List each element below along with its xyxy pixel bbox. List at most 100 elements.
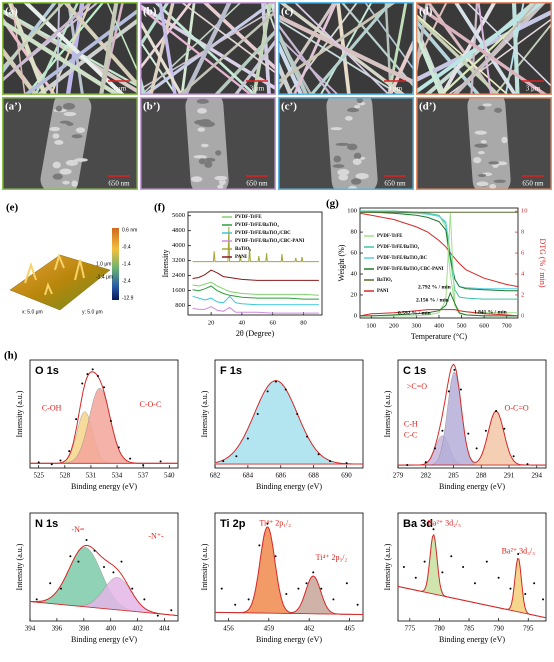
legend-label: PANI [235, 255, 247, 260]
fiber [35, 17, 138, 95]
fiber [416, 3, 549, 95]
annotation: -N⁺- [148, 532, 164, 541]
fiber-texture [52, 161, 61, 169]
afm-colorbar [112, 228, 119, 300]
fiber-texture [200, 143, 209, 148]
scale-label: 3 μm [112, 85, 127, 93]
series-line [192, 281, 319, 296]
fiber-texture [49, 126, 61, 132]
y-tick-label: 100 [347, 208, 357, 215]
x-tick-label: 790 [493, 625, 504, 633]
x-tick-label: 700 [502, 322, 512, 329]
data-point [305, 582, 308, 585]
fiber-texture [333, 155, 342, 163]
data-point [356, 603, 359, 606]
sem-border [2, 2, 138, 95]
x-tick-label: 600 [479, 322, 489, 329]
data-point [159, 460, 162, 463]
data-point [441, 571, 444, 574]
data-point [402, 566, 405, 568]
fiber [416, 29, 443, 95]
background-line [29, 601, 179, 616]
y-axis-label: Weight (%) [337, 244, 346, 281]
x-tick-label: 100 [366, 322, 376, 329]
y-tick-label: 3200 [172, 257, 185, 264]
data-point [317, 453, 320, 456]
fiber-texture [196, 98, 209, 104]
fiber-texture [214, 175, 228, 181]
fiber-texture [476, 181, 489, 187]
fiber-body [185, 97, 229, 190]
fiber [477, 2, 493, 95]
x-tick-label: 285 [448, 472, 459, 480]
fiber-texture [205, 157, 216, 162]
peak-component [398, 411, 546, 466]
data-point [117, 446, 120, 449]
fiber [149, 2, 175, 95]
data-point [453, 368, 456, 371]
fiber [293, 2, 391, 95]
data-point [503, 427, 506, 430]
fiber-texture [494, 107, 503, 113]
scale-label: 3 μm [250, 85, 265, 93]
x-tick-label: 404 [159, 625, 170, 633]
data-point [220, 587, 223, 590]
panel-label: (e) [6, 202, 19, 214]
x-tick-label: 528 [60, 472, 71, 480]
x-tick-label: 279 [393, 472, 404, 480]
scale-label: 650 nm [108, 180, 130, 188]
data-point [459, 388, 462, 391]
fiber-texture [62, 102, 76, 110]
y-tick-label: 0 [354, 312, 357, 319]
fit-envelope [397, 533, 547, 619]
fiber-texture [71, 134, 83, 139]
annotation: 2.156 % / min [416, 297, 449, 303]
data-point [234, 603, 237, 606]
x-tick-label: 400 [434, 322, 444, 329]
fiber [493, 22, 552, 95]
xps-title: O 1s [35, 365, 59, 377]
fiber [22, 2, 126, 95]
scale-label: 650 nm [522, 180, 544, 188]
fiber [2, 15, 57, 95]
legend-label: PVDF-TrFE/BaTiO₃ [235, 223, 279, 228]
data-point [142, 464, 145, 467]
data-point [59, 587, 62, 590]
fiber [99, 2, 119, 95]
data-point [485, 560, 488, 563]
data-point [526, 463, 529, 466]
fiber [25, 2, 105, 95]
fiber-texture [493, 179, 506, 183]
x-tick-label: 686 [276, 472, 287, 480]
y-tick-label: 80 [351, 229, 358, 236]
data-point [434, 447, 436, 450]
xps-title: C 1s [403, 365, 426, 377]
data-point [274, 555, 277, 558]
data-point [93, 549, 96, 552]
fiber [416, 13, 510, 95]
fiber [278, 2, 337, 93]
x-tick-label: 780 [434, 625, 445, 633]
fiber [22, 8, 138, 95]
x-tick-label: 534 [112, 472, 123, 480]
fiber-texture [344, 116, 353, 121]
data-point [475, 447, 478, 450]
data-point [406, 464, 409, 467]
fiber-texture [194, 119, 208, 125]
fiber [278, 58, 294, 95]
fiber [140, 2, 170, 49]
data-point [320, 587, 323, 590]
panel-label: (d) [419, 6, 433, 18]
fiber-texture [347, 107, 360, 113]
plot-frame [214, 359, 364, 469]
data-point [256, 413, 259, 415]
data-point [266, 522, 269, 525]
fiber [278, 35, 340, 95]
fit-envelope [29, 544, 179, 617]
x-tick-label: 531 [86, 472, 97, 480]
colorbar-label: 0.6 nm [122, 227, 137, 233]
x-tick-label: 294 [532, 472, 543, 480]
x-axis-label: Binding energy (eV) [71, 635, 137, 644]
fiber-texture [473, 157, 482, 164]
x-tick-label: 525 [33, 472, 44, 480]
